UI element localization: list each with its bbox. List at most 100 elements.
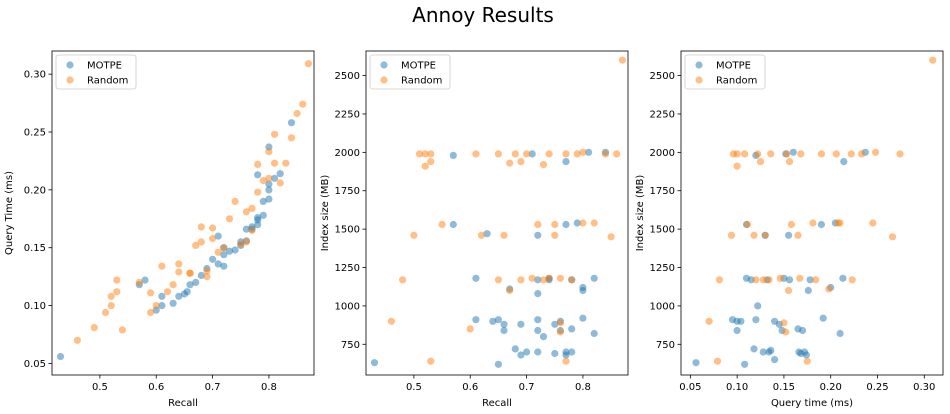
axes-frame bbox=[365, 50, 629, 376]
point-motpe-22 bbox=[534, 348, 542, 356]
point-random-29 bbox=[551, 231, 559, 239]
y-tick-label: 750 bbox=[656, 340, 675, 351]
legend-marker-motpe bbox=[695, 61, 703, 69]
point-random-24 bbox=[539, 161, 548, 169]
point-motpe-36 bbox=[819, 314, 827, 322]
point-motpe-15 bbox=[523, 348, 531, 356]
point-motpe-31 bbox=[259, 211, 267, 219]
x-tick-label: 0.10 bbox=[726, 382, 748, 393]
point-motpe-13 bbox=[517, 351, 525, 359]
axes-frame bbox=[680, 50, 944, 376]
point-motpe-41 bbox=[840, 158, 848, 166]
point-random-32 bbox=[242, 208, 250, 216]
point-random-20 bbox=[783, 150, 791, 158]
x-tick-label: 0.7 bbox=[205, 382, 221, 393]
x-tick-label: 0.6 bbox=[462, 382, 478, 393]
point-random-22 bbox=[785, 158, 794, 166]
point-random-2 bbox=[410, 231, 418, 239]
y-tick-label: 2000 bbox=[650, 148, 675, 159]
point-motpe-1 bbox=[449, 151, 457, 159]
point-random-10 bbox=[466, 325, 474, 333]
point-random-29 bbox=[231, 197, 239, 205]
point-random-23 bbox=[203, 267, 211, 275]
point-random-27 bbox=[545, 150, 553, 158]
point-random-14 bbox=[169, 281, 177, 289]
point-random-2 bbox=[101, 308, 110, 317]
point-random-16 bbox=[506, 286, 514, 295]
point-motpe-14 bbox=[209, 255, 217, 263]
point-random-41 bbox=[271, 159, 279, 167]
subplot-1: 0.5 0.6 0.7 0.8 0.05 0.10 0.15 0.20 0.25 0.30 Reca… bbox=[4, 50, 315, 409]
point-motpe-41 bbox=[590, 329, 598, 338]
point-motpe-26 bbox=[551, 320, 559, 328]
point-random-9 bbox=[750, 231, 758, 239]
point-random-13 bbox=[494, 150, 502, 158]
x-axis-label: Recall bbox=[482, 398, 512, 409]
point-random-2 bbox=[715, 276, 724, 284]
point-random-16 bbox=[175, 260, 183, 268]
legend-marker-random bbox=[695, 76, 703, 84]
point-motpe-5 bbox=[483, 230, 491, 238]
point-motpe-39 bbox=[287, 119, 296, 127]
point-random-26 bbox=[545, 274, 553, 282]
point-motpe-2 bbox=[449, 220, 457, 229]
point-random-21 bbox=[785, 286, 793, 295]
point-random-6 bbox=[733, 162, 741, 170]
y-axis-label: Index size (MB) bbox=[320, 175, 331, 252]
point-motpe-33 bbox=[804, 286, 812, 295]
point-random-5 bbox=[113, 288, 121, 296]
point-random-7 bbox=[118, 326, 126, 334]
point-random-43 bbox=[618, 56, 627, 64]
series-motpe bbox=[56, 119, 296, 361]
point-random-28 bbox=[551, 220, 559, 229]
legend-marker-random bbox=[380, 76, 388, 84]
point-random-19 bbox=[782, 328, 790, 336]
legend-box bbox=[369, 54, 451, 90]
point-random-43 bbox=[282, 159, 290, 167]
point-motpe-24 bbox=[785, 231, 793, 239]
y-tick-label: 0.30 bbox=[24, 70, 46, 81]
point-motpe-10 bbox=[186, 281, 194, 289]
point-random-37 bbox=[579, 219, 587, 227]
point-motpe-2 bbox=[141, 276, 149, 284]
point-random-18 bbox=[780, 319, 788, 327]
series-random bbox=[387, 56, 627, 365]
y-tick-label: 750 bbox=[341, 340, 360, 351]
point-motpe-14 bbox=[517, 320, 525, 328]
point-random-41 bbox=[607, 233, 615, 241]
x-tick-label: 0.7 bbox=[519, 382, 535, 393]
point-random-21 bbox=[523, 150, 531, 158]
point-random-31 bbox=[556, 319, 565, 327]
point-motpe-27 bbox=[551, 349, 559, 358]
point-motpe-40 bbox=[590, 274, 598, 282]
point-motpe-12 bbox=[754, 302, 762, 310]
point-motpe-17 bbox=[534, 231, 542, 239]
point-random-17 bbox=[776, 274, 784, 282]
point-motpe-7 bbox=[175, 292, 183, 300]
point-motpe-10 bbox=[500, 326, 508, 335]
point-random-0 bbox=[387, 317, 395, 325]
point-random-15 bbox=[175, 268, 183, 276]
point-random-26 bbox=[214, 248, 222, 256]
y-tick-label: 2500 bbox=[335, 71, 360, 82]
point-random-37 bbox=[858, 150, 866, 158]
point-random-10 bbox=[752, 276, 760, 284]
point-random-38 bbox=[869, 219, 877, 227]
point-random-6 bbox=[427, 158, 435, 166]
point-random-0 bbox=[73, 336, 81, 344]
point-motpe-0 bbox=[370, 359, 379, 367]
point-random-19 bbox=[192, 241, 200, 249]
point-random-35 bbox=[847, 150, 855, 158]
legend-marker-random bbox=[66, 76, 74, 84]
y-tick-label: 0.10 bbox=[24, 301, 46, 312]
point-motpe-35 bbox=[265, 180, 273, 188]
x-axis-label: Recall bbox=[168, 398, 198, 409]
point-motpe-18 bbox=[534, 276, 542, 284]
point-random-21 bbox=[197, 238, 205, 246]
point-random-27 bbox=[803, 357, 811, 365]
point-random-27 bbox=[220, 244, 228, 252]
point-random-44 bbox=[287, 134, 296, 142]
point-random-34 bbox=[248, 204, 256, 212]
point-random-29 bbox=[812, 276, 820, 284]
